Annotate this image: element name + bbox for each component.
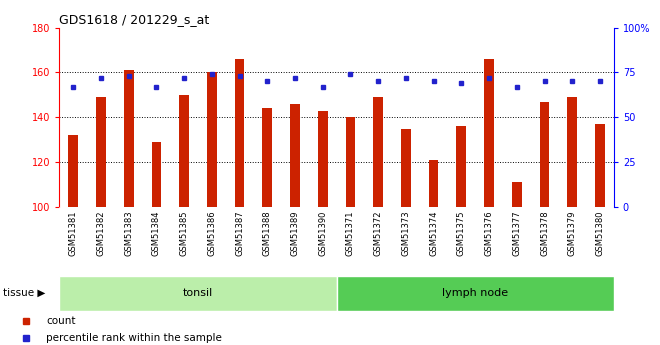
Bar [457, 126, 466, 207]
Bar [374, 97, 383, 207]
Bar [263, 108, 272, 207]
Bar [290, 104, 300, 207]
Bar [69, 135, 78, 207]
Bar [429, 160, 438, 207]
Text: percentile rank within the sample: percentile rank within the sample [46, 333, 222, 343]
Bar [124, 70, 133, 207]
Bar [568, 97, 577, 207]
Text: GSM51384: GSM51384 [152, 210, 161, 256]
Bar [401, 128, 411, 207]
Text: GSM51378: GSM51378 [540, 210, 549, 256]
Bar [235, 59, 244, 207]
Text: GSM51386: GSM51386 [207, 210, 216, 256]
Text: GSM51374: GSM51374 [429, 210, 438, 256]
Bar [59, 276, 337, 310]
Text: GSM51372: GSM51372 [374, 210, 383, 256]
Text: GSM51379: GSM51379 [568, 210, 577, 256]
Bar [180, 95, 189, 207]
Text: GSM51388: GSM51388 [263, 210, 272, 256]
Text: tissue ▶: tissue ▶ [3, 288, 46, 298]
Text: GSM51390: GSM51390 [318, 210, 327, 256]
Bar [318, 110, 327, 207]
Text: GSM51376: GSM51376 [484, 210, 494, 256]
Text: lymph node: lymph node [442, 288, 508, 298]
Text: GSM51373: GSM51373 [401, 210, 411, 256]
Bar [512, 182, 521, 207]
Bar [207, 72, 216, 207]
Bar [337, 276, 614, 310]
Bar [484, 59, 494, 207]
Text: GSM51381: GSM51381 [69, 210, 78, 256]
Text: GSM51380: GSM51380 [595, 210, 605, 256]
Text: GSM51385: GSM51385 [180, 210, 189, 256]
Text: GSM51387: GSM51387 [235, 210, 244, 256]
Text: GSM51377: GSM51377 [512, 210, 521, 256]
Text: GDS1618 / 201229_s_at: GDS1618 / 201229_s_at [59, 13, 210, 27]
Text: GSM51375: GSM51375 [457, 210, 466, 256]
Text: GSM51382: GSM51382 [96, 210, 106, 256]
Bar [96, 97, 106, 207]
Text: tonsil: tonsil [183, 288, 213, 298]
Bar [346, 117, 355, 207]
Bar [152, 142, 161, 207]
Text: GSM51371: GSM51371 [346, 210, 355, 256]
Text: GSM51383: GSM51383 [124, 210, 133, 256]
Text: GSM51389: GSM51389 [290, 210, 300, 256]
Bar [595, 124, 605, 207]
Bar [540, 101, 549, 207]
Text: count: count [46, 316, 76, 326]
